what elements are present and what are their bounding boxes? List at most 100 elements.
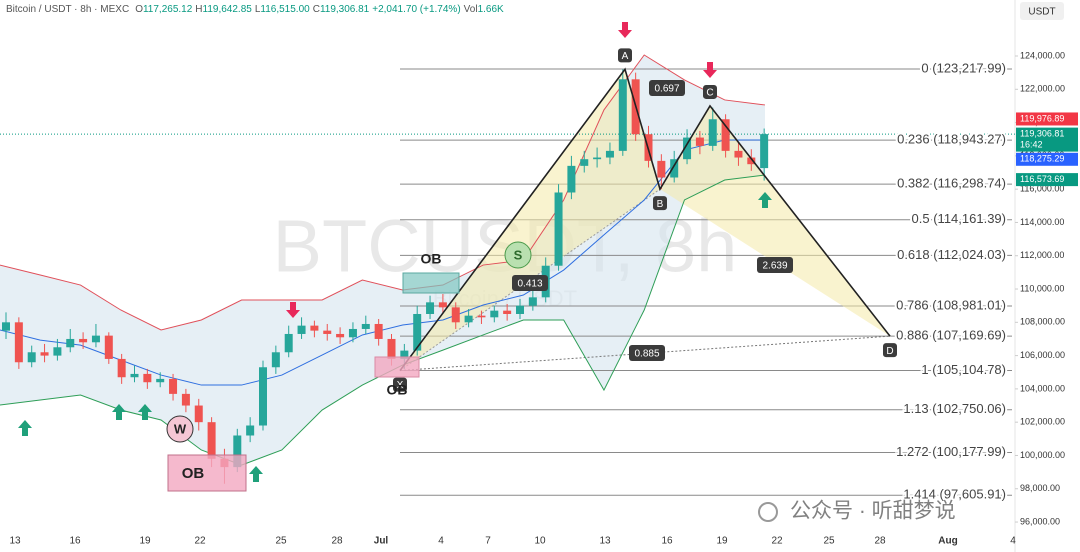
price-axis-bg — [1015, 0, 1080, 552]
candle-body — [438, 302, 447, 308]
fib-label: 0.886 (107,169.69) — [896, 328, 1006, 343]
point-label: A — [622, 51, 629, 62]
point-label: C — [706, 88, 713, 99]
ratio-label: 0.413 — [517, 279, 542, 290]
candle-body — [2, 322, 10, 331]
price-tag-label: 119,306.81 — [1020, 128, 1064, 138]
x-tick-label: 28 — [331, 536, 343, 547]
candle-body — [27, 352, 36, 363]
x-tick-label: 22 — [771, 536, 783, 547]
pattern-diagonal — [399, 188, 661, 371]
candle-body — [554, 192, 563, 266]
down-arrow — [703, 62, 717, 78]
pattern-fill — [660, 105, 890, 337]
candle-body — [451, 307, 460, 323]
candle-body — [233, 435, 242, 468]
fib-label: 0.618 (112,024.03) — [897, 247, 1006, 262]
candle-body — [413, 313, 422, 351]
candle-body — [464, 315, 473, 323]
point-badge — [393, 377, 407, 392]
candle-body — [259, 367, 267, 426]
x-tick-label: 25 — [275, 536, 287, 547]
ohlc-key: H — [195, 4, 203, 15]
candle-body — [734, 150, 743, 158]
candle-body — [490, 310, 499, 318]
candle-body — [528, 297, 537, 306]
ohlc-value: 116,515.00 — [260, 4, 310, 15]
w-badge — [166, 415, 194, 443]
candle-body — [40, 352, 49, 356]
fib-label: 0 (123,217.99) — [921, 60, 1006, 75]
candle-body — [683, 137, 692, 160]
x-tick-label: 4 — [438, 536, 444, 547]
candle-body — [348, 328, 357, 338]
candle-body — [169, 378, 178, 394]
ratio-badge — [512, 275, 548, 291]
candle-body — [670, 159, 679, 178]
point-label: D — [886, 346, 893, 357]
candle-body — [207, 422, 216, 459]
fib-label: 0.5 (114,161.39) — [912, 211, 1006, 226]
candle-body — [721, 119, 730, 151]
ob-box — [374, 356, 420, 378]
candle-body — [567, 165, 576, 193]
credit: 公众号 · 听甜梦说 — [790, 500, 956, 523]
y-tick-label: 96,000.00 — [1020, 516, 1060, 526]
fib-label: 1.13 (102,750.06) — [903, 401, 1006, 416]
up-arrow — [758, 192, 772, 208]
candle-body — [747, 157, 756, 165]
price-tag — [1016, 173, 1078, 187]
candle-body — [618, 79, 627, 151]
x-tick-label: 19 — [139, 536, 151, 547]
y-tick-label: 110,000.00 — [1020, 283, 1064, 293]
ohlc-key: C — [312, 4, 320, 15]
x-tick-label: 25 — [823, 536, 835, 547]
y-tick-label: 124,000.00 — [1020, 50, 1065, 60]
symbol: Bitcoin / USDT · 8h · MEXC — [6, 4, 130, 15]
candle-body — [246, 425, 255, 436]
x-tick-label: 19 — [716, 536, 728, 547]
x-tick-label: 16 — [661, 536, 673, 547]
candle-body — [53, 347, 62, 356]
fib-label: 1.414 (97,605.91) — [903, 487, 1006, 502]
y-tick-label: 108,000.00 — [1020, 317, 1065, 327]
candle-body — [503, 310, 512, 314]
ob-box — [167, 454, 247, 492]
ob-label: OB — [387, 382, 408, 398]
ob-box — [402, 272, 460, 294]
candle-body — [760, 134, 769, 169]
point-badge — [883, 343, 897, 358]
y-tick-label: 106,000.00 — [1020, 350, 1065, 360]
up-arrow — [18, 420, 32, 436]
s-badge — [504, 241, 532, 269]
ob-label: OB — [421, 251, 442, 267]
ratio-badge — [649, 80, 685, 96]
price-tag-label: 118,275.29 — [1020, 154, 1064, 164]
ohlc-value: 119,306.81 — [319, 4, 370, 15]
ohlc-key: O — [135, 4, 143, 15]
candle-body — [66, 338, 75, 348]
x-tick-label: 10 — [534, 536, 546, 547]
y-tick-label: 114,000.00 — [1020, 217, 1064, 227]
fib-label: 0.382 (116,298.74) — [897, 176, 1006, 191]
x-tick-label: 13 — [599, 536, 611, 547]
candle-body — [297, 325, 306, 334]
point-label: X — [397, 380, 404, 391]
price-tag — [1016, 152, 1078, 166]
point-badge — [653, 196, 667, 211]
candle-body — [104, 335, 113, 359]
ohlc-key: L — [254, 4, 261, 15]
ohlc-value: 119,642.85 — [202, 4, 252, 15]
candle-body — [400, 350, 409, 359]
band-fill — [0, 55, 765, 466]
candle-body — [310, 325, 319, 331]
candle-body — [156, 378, 165, 383]
candle-body — [657, 160, 666, 178]
x-tick-label: Aug — [938, 536, 957, 547]
ratio-label: 0.697 — [654, 84, 679, 95]
fib-label: 1.272 (100,177.99) — [896, 444, 1006, 459]
candle-body — [79, 338, 88, 343]
ratio-label: 2.639 — [762, 261, 787, 272]
